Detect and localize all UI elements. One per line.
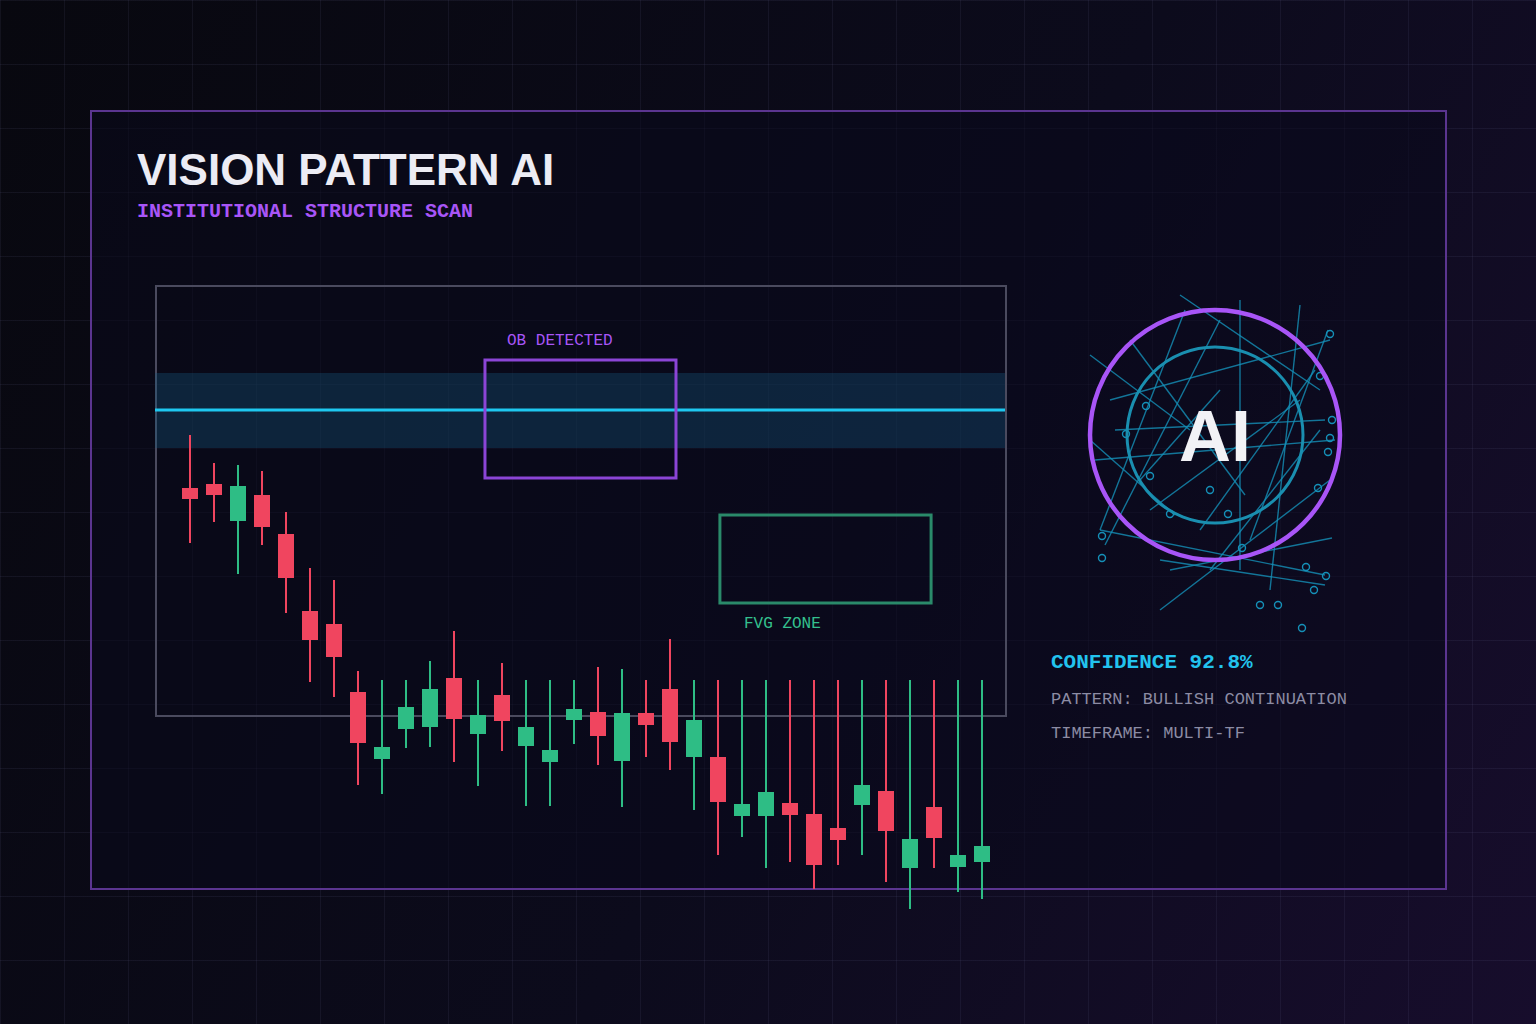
html-text:CONFIDENCE 92.8%: CONFIDENCE 92.8% bbox=[1051, 651, 1253, 674]
html-text:INSTITUTIONAL STRUCTURE SCAN: INSTITUTIONAL STRUCTURE SCAN bbox=[137, 200, 474, 223]
html-text:PATTERN: BULLISH CONTINUATION: PATTERN: BULLISH CONTINUATION bbox=[1051, 690, 1347, 709]
svg-text:OB DETECTED: OB DETECTED bbox=[507, 332, 613, 350]
svg-text:AI: AI bbox=[1179, 396, 1251, 476]
html-text:TIMEFRAME: MULTI-TF: TIMEFRAME: MULTI-TF bbox=[1051, 724, 1245, 743]
svg-text:FVG ZONE: FVG ZONE bbox=[744, 615, 821, 633]
html-text:VISION PATTERN AI: VISION PATTERN AI bbox=[137, 145, 555, 194]
